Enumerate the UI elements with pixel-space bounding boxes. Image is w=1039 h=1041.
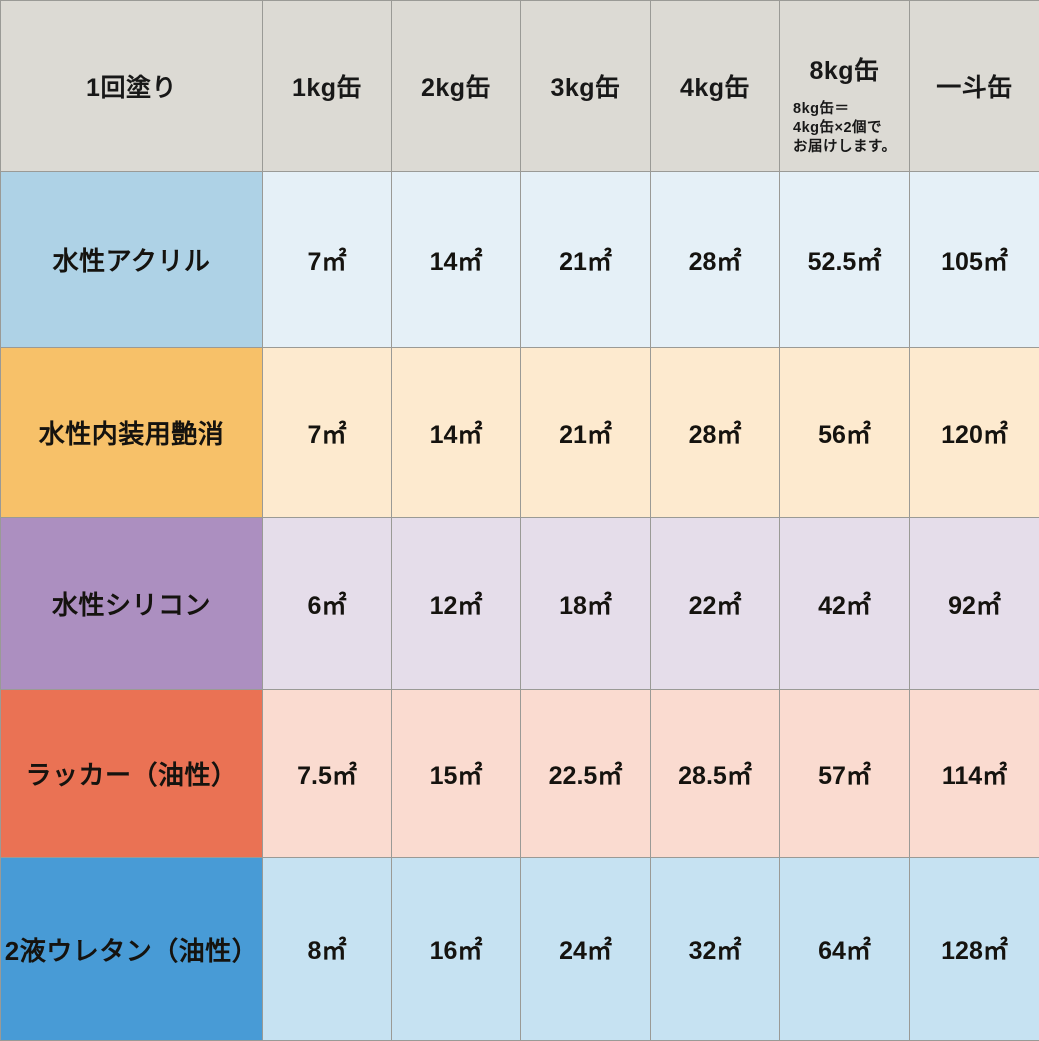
row-label-2eki-urethane-oil: 2液ウレタン（油性） <box>1 858 263 1041</box>
cell-acrylic-3kg: 21㎡ <box>521 172 651 348</box>
cell-silicone-itto: 92㎡ <box>910 518 1039 690</box>
cell-acrylic-itto: 105㎡ <box>910 172 1039 348</box>
cell-naisou-1kg: 7㎡ <box>263 348 392 518</box>
table-header: 1回塗り 1kg缶 2kg缶 3kg缶 4kg缶 8kg缶 8kg缶＝ 4kg缶… <box>1 1 1039 172</box>
header-col-4kg: 4kg缶 <box>651 1 780 172</box>
header-row: 1回塗り 1kg缶 2kg缶 3kg缶 4kg缶 8kg缶 8kg缶＝ 4kg缶… <box>1 1 1039 172</box>
cell-naisou-8kg: 56㎡ <box>780 348 910 518</box>
cell-silicone-3kg: 18㎡ <box>521 518 651 690</box>
header-col-2kg: 2kg缶 <box>392 1 521 172</box>
header-col-1kg: 1kg缶 <box>263 1 392 172</box>
cell-naisou-4kg: 28㎡ <box>651 348 780 518</box>
cell-acrylic-2kg: 14㎡ <box>392 172 521 348</box>
cell-urethane-2kg: 16㎡ <box>392 858 521 1041</box>
cell-naisou-itto: 120㎡ <box>910 348 1039 518</box>
header-col-itto: 一斗缶 <box>910 1 1039 172</box>
cell-lacquer-1kg: 7.5㎡ <box>263 690 392 858</box>
table-body: 水性アクリル 7㎡ 14㎡ 21㎡ 28㎡ 52.5㎡ 105㎡ 水性内装用艶消… <box>1 172 1039 1041</box>
cell-naisou-2kg: 14㎡ <box>392 348 521 518</box>
cell-lacquer-2kg: 15㎡ <box>392 690 521 858</box>
cell-urethane-4kg: 32㎡ <box>651 858 780 1041</box>
cell-lacquer-itto: 114㎡ <box>910 690 1039 858</box>
cell-lacquer-3kg: 22.5㎡ <box>521 690 651 858</box>
row-label-lacquer-oil: ラッカー（油性） <box>1 690 263 858</box>
cell-urethane-8kg: 64㎡ <box>780 858 910 1041</box>
cell-silicone-8kg: 42㎡ <box>780 518 910 690</box>
cell-acrylic-1kg: 7㎡ <box>263 172 392 348</box>
table-row: 2液ウレタン（油性） 8㎡ 16㎡ 24㎡ 32㎡ 64㎡ 128㎡ <box>1 858 1039 1041</box>
cell-urethane-1kg: 8㎡ <box>263 858 392 1041</box>
header-col-8kg-note: 8kg缶＝ 4kg缶×2個で お届けします。 <box>780 100 909 157</box>
cell-lacquer-8kg: 57㎡ <box>780 690 910 858</box>
table-row: 水性内装用艶消 7㎡ 14㎡ 21㎡ 28㎡ 56㎡ 120㎡ <box>1 348 1039 518</box>
cell-urethane-itto: 128㎡ <box>910 858 1039 1041</box>
cell-naisou-3kg: 21㎡ <box>521 348 651 518</box>
row-label-suisei-silicone: 水性シリコン <box>1 518 263 690</box>
header-corner-label: 1回塗り <box>1 1 263 172</box>
header-col-8kg: 8kg缶 8kg缶＝ 4kg缶×2個で お届けします。 <box>780 1 910 172</box>
cell-lacquer-4kg: 28.5㎡ <box>651 690 780 858</box>
table-row: 水性シリコン 6㎡ 12㎡ 18㎡ 22㎡ 42㎡ 92㎡ <box>1 518 1039 690</box>
cell-acrylic-8kg: 52.5㎡ <box>780 172 910 348</box>
cell-silicone-1kg: 6㎡ <box>263 518 392 690</box>
row-label-suisei-acrylic: 水性アクリル <box>1 172 263 348</box>
header-col-3kg: 3kg缶 <box>521 1 651 172</box>
table-row: 水性アクリル 7㎡ 14㎡ 21㎡ 28㎡ 52.5㎡ 105㎡ <box>1 172 1039 348</box>
row-label-suisei-naisou-tsuyakeshi: 水性内装用艶消 <box>1 348 263 518</box>
cell-acrylic-4kg: 28㎡ <box>651 172 780 348</box>
header-col-8kg-label: 8kg缶 <box>780 59 909 84</box>
cell-silicone-2kg: 12㎡ <box>392 518 521 690</box>
table-row: ラッカー（油性） 7.5㎡ 15㎡ 22.5㎡ 28.5㎡ 57㎡ 114㎡ <box>1 690 1039 858</box>
cell-urethane-3kg: 24㎡ <box>521 858 651 1041</box>
cell-silicone-4kg: 22㎡ <box>651 518 780 690</box>
